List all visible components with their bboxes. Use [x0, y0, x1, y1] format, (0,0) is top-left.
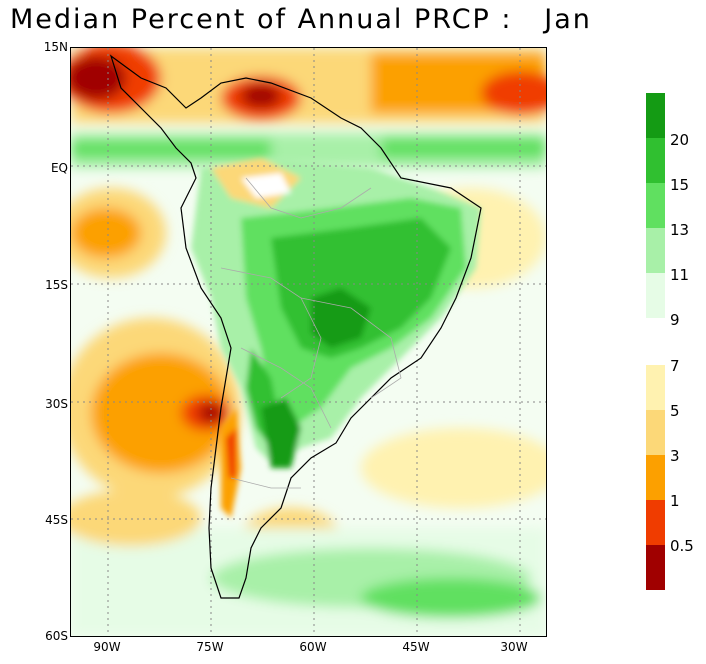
- continental-field: [191, 158, 481, 518]
- lon-label-45w: 45W: [402, 640, 430, 654]
- colorbar-swatch-5: [646, 410, 665, 455]
- country-borders: [220, 177, 402, 489]
- precip-field: [71, 48, 546, 636]
- colorbar-label-20: 20: [670, 131, 690, 149]
- lon-label-90w: 90W: [93, 640, 121, 654]
- colorbar-swatch-15: [646, 138, 665, 183]
- colorbar-swatch-13: [646, 183, 665, 228]
- colorbar-label-7: 7: [670, 357, 680, 375]
- lat-label-eq: EQ: [50, 161, 68, 175]
- lat-label-30s: 30S: [45, 397, 68, 411]
- south-america-coastline: [109, 54, 482, 599]
- colorbar-label-13: 13: [670, 221, 690, 239]
- colorbar-swatch-20: [646, 93, 665, 138]
- map-title: Median Percent of Annual PRCP : Jan: [10, 4, 592, 35]
- colorbar-label-11: 11: [670, 266, 690, 284]
- colorbar-label-15: 15: [670, 176, 690, 194]
- lat-label-60s: 60S: [45, 629, 68, 643]
- colorbar-swatch-11: [646, 228, 665, 273]
- graticule: [71, 48, 546, 636]
- lon-label-60w: 60W: [299, 640, 327, 654]
- colorbar-label-3: 3: [670, 447, 680, 465]
- colorbar-swatch-7: [646, 365, 665, 410]
- colorbar-swatch-1: [646, 500, 665, 545]
- colorbar-swatch-3: [646, 455, 665, 500]
- lat-label-45s: 45S: [45, 513, 68, 527]
- colorbar-swatch-9: [646, 273, 665, 318]
- colorbar-swatch-0-5: [646, 545, 665, 590]
- lat-label-15s: 15S: [45, 278, 68, 292]
- lon-label-75w: 75W: [196, 640, 224, 654]
- colorbar-label-5: 5: [670, 402, 680, 420]
- precipitation-map: [70, 47, 547, 637]
- colorbar-label-9: 9: [670, 311, 680, 329]
- lon-label-30w: 30W: [500, 640, 528, 654]
- lat-label-15n: 15N: [43, 40, 68, 54]
- colorbar-label-0-5: 0.5: [670, 537, 694, 555]
- colorbar-label-1: 1: [670, 492, 680, 510]
